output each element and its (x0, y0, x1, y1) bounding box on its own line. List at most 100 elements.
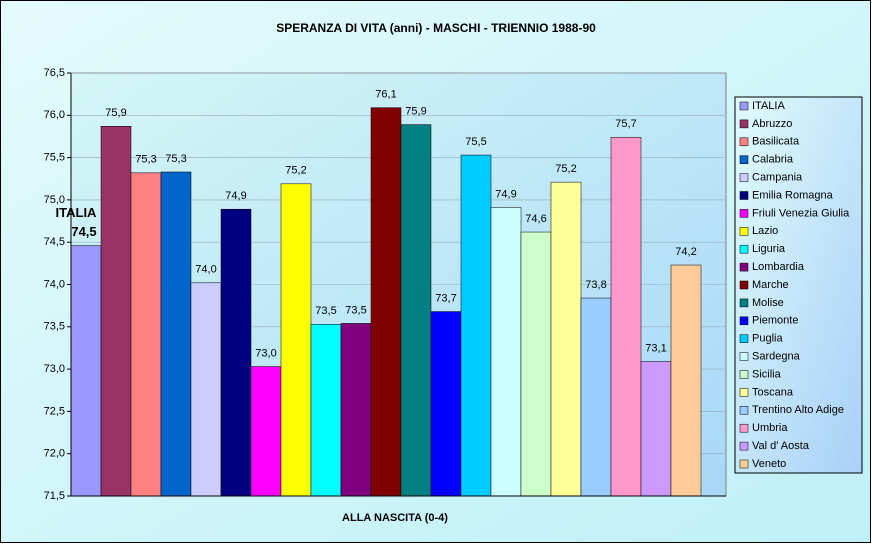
legend-label: Toscana (752, 386, 794, 398)
legend-label: Puglia (752, 333, 783, 345)
y-tick-label: 72,0 (44, 448, 65, 460)
legend-swatch (739, 262, 749, 272)
bar (490, 207, 522, 497)
legend-swatch (739, 227, 749, 236)
bar (550, 181, 582, 497)
bar (280, 183, 312, 497)
legend-swatch (739, 155, 749, 164)
chart-title: SPERANZA DI VITA (anni) - MASCHI - TRIEN… (276, 21, 596, 35)
x-tick-label: ALLA NASCITA (0-4) (342, 512, 448, 524)
bar (190, 282, 222, 497)
bar (520, 231, 552, 497)
bar (160, 171, 192, 497)
legend-label: Liguria (752, 243, 786, 255)
value-label: 74,0 (195, 264, 216, 276)
legend-label: Abruzzo (752, 118, 792, 130)
value-label: 74,9 (225, 190, 246, 202)
legend-swatch (739, 173, 749, 182)
annotation: ITALIA (56, 205, 98, 220)
value-label: 73,8 (585, 279, 606, 291)
value-label: 75,5 (465, 136, 486, 148)
value-label: 75,2 (555, 163, 576, 175)
legend-label: Val d' Aosta (752, 440, 810, 452)
y-tick-label: 75,0 (44, 194, 65, 206)
legend-label: Marche (752, 279, 789, 291)
y-tick-label: 74,5 (44, 236, 65, 248)
legend-label: Trentino Alto Adige (752, 404, 844, 416)
bar (430, 311, 462, 497)
bar (640, 361, 672, 497)
value-label: 75,7 (615, 118, 636, 130)
legend-label: Friuli Venezia Giulia (752, 207, 850, 219)
legend-label: Umbria (752, 422, 788, 434)
legend-swatch (739, 406, 749, 415)
value-label: 73,0 (255, 347, 276, 359)
bar (220, 208, 252, 497)
value-label: 76,1 (375, 89, 396, 101)
legend-label: Basilicata (752, 136, 800, 148)
legend-label: Lazio (752, 225, 778, 237)
bar (400, 124, 432, 497)
legend-swatch (739, 209, 749, 218)
legend-swatch (739, 137, 749, 147)
legend-swatch (739, 388, 749, 397)
value-label: 75,9 (105, 107, 126, 119)
legend-label: Sardegna (752, 351, 801, 363)
value-label: 74,6 (525, 213, 546, 225)
y-tick-label: 71,5 (44, 490, 65, 502)
legend-box (734, 96, 863, 474)
legend-swatch (739, 423, 749, 433)
bar (580, 297, 612, 497)
bar (250, 366, 282, 497)
value-label: 74,2 (675, 246, 696, 258)
value-label: 73,5 (345, 304, 366, 316)
value-label: 75,9 (405, 106, 426, 118)
legend-swatch (739, 316, 749, 326)
legend-swatch (739, 191, 749, 200)
legend-label: Veneto (752, 458, 786, 470)
legend-swatch (739, 298, 749, 308)
legend-label: Campania (752, 172, 803, 184)
legend-label: Emilia Romagna (752, 189, 834, 201)
legend-swatch (739, 459, 749, 469)
legend-swatch (739, 370, 749, 379)
legend-swatch (739, 334, 749, 343)
legend-swatch (739, 280, 749, 290)
value-label: 75,3 (165, 153, 186, 165)
legend-label: Calabria (752, 154, 794, 166)
bar (340, 323, 372, 497)
y-tick-label: 76,0 (44, 109, 65, 121)
legend-label: ITALIA (752, 100, 785, 112)
y-tick-label: 75,5 (44, 152, 65, 164)
legend-swatch (739, 352, 749, 361)
bar (100, 126, 132, 497)
legend-label: Sicilia (752, 368, 782, 380)
legend-swatch (739, 441, 749, 451)
legend-swatch (739, 244, 749, 254)
bar (310, 324, 342, 497)
bar (130, 172, 162, 497)
y-tick-label: 76,5 (44, 67, 65, 79)
value-label: 73,1 (645, 342, 666, 354)
legend-swatch (739, 101, 749, 111)
value-label: 73,7 (435, 292, 456, 304)
bar (610, 137, 642, 497)
legend-label: Lombardia (752, 261, 805, 273)
y-tick-label: 74,0 (44, 278, 65, 290)
value-label: 73,5 (315, 305, 336, 317)
y-tick-label: 72,5 (44, 405, 65, 417)
y-tick-label: 73,5 (44, 321, 65, 333)
value-label: 74,5 (71, 224, 96, 239)
bar (460, 154, 492, 497)
legend-label: Molise (752, 297, 784, 309)
value-label: 75,3 (135, 154, 156, 166)
legend-label: Piemonte (752, 315, 798, 327)
y-tick-label: 73,0 (44, 363, 65, 375)
bar (70, 245, 102, 497)
value-label: 74,9 (495, 188, 516, 200)
legend-swatch (739, 119, 749, 129)
bar (370, 107, 402, 497)
value-label: 75,2 (285, 165, 306, 177)
bar (670, 264, 702, 497)
